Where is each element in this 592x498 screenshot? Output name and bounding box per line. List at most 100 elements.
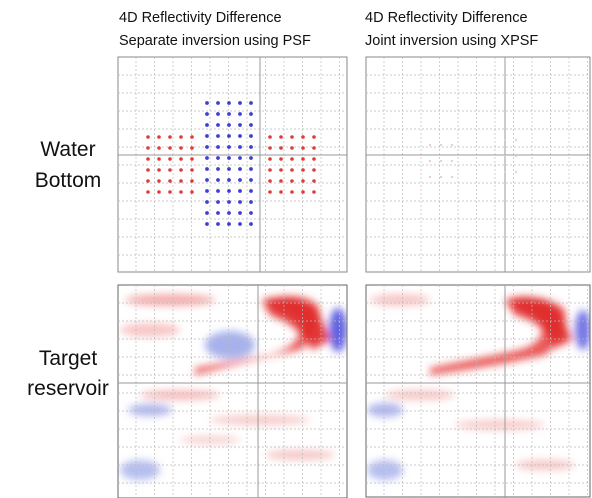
column-subtitle: Joint inversion using XPSF xyxy=(365,33,538,49)
point-scatterer xyxy=(301,190,305,194)
point-scatterer xyxy=(216,189,220,193)
point-scatterer xyxy=(205,167,209,171)
point-scatterer xyxy=(504,139,506,141)
point-scatterer xyxy=(238,222,242,226)
point-scatterer xyxy=(190,190,194,194)
red-anomaly xyxy=(125,294,215,306)
point-scatterer xyxy=(216,211,220,215)
point-scatterer xyxy=(301,168,305,172)
point-scatterer xyxy=(429,176,431,178)
point-scatterer xyxy=(312,179,316,183)
point-scatterer xyxy=(238,200,242,204)
point-scatterer xyxy=(451,144,453,146)
point-scatterer xyxy=(312,168,316,172)
point-scatterer xyxy=(515,155,517,157)
point-scatterer xyxy=(515,171,517,173)
point-scatterer xyxy=(238,145,242,149)
point-scatterer xyxy=(451,160,453,162)
point-scatterer xyxy=(504,155,506,157)
row-label: reservoir xyxy=(27,377,109,400)
point-scatterer xyxy=(440,160,442,162)
point-scatterer xyxy=(179,157,183,161)
point-scatterer xyxy=(290,157,294,161)
point-scatterer xyxy=(249,156,253,160)
point-scatterer xyxy=(227,123,231,127)
point-scatterer xyxy=(216,200,220,204)
point-scatterer xyxy=(157,190,161,194)
point-scatterer xyxy=(312,135,316,139)
point-scatterer xyxy=(238,123,242,127)
point-scatterer xyxy=(190,157,194,161)
point-scatterer xyxy=(238,189,242,193)
point-scatterer xyxy=(290,168,294,172)
point-scatterer xyxy=(515,139,517,141)
column-title: 4D Reflectivity Difference xyxy=(119,10,282,26)
point-scatterer xyxy=(227,200,231,204)
point-scatterer xyxy=(268,157,272,161)
red-anomaly xyxy=(455,420,545,430)
point-scatterer xyxy=(168,146,172,150)
point-scatterer xyxy=(216,101,220,105)
point-scatterer xyxy=(146,146,150,150)
point-scatterer xyxy=(216,123,220,127)
point-scatterer xyxy=(205,178,209,182)
point-scatterer xyxy=(227,211,231,215)
point-scatterer xyxy=(238,178,242,182)
point-scatterer xyxy=(268,190,272,194)
point-scatterer xyxy=(249,123,253,127)
point-scatterer xyxy=(190,146,194,150)
point-scatterer xyxy=(312,190,316,194)
column-subtitle: Separate inversion using PSF xyxy=(119,33,311,49)
point-scatterer xyxy=(249,222,253,226)
point-scatterer xyxy=(216,222,220,226)
point-scatterer xyxy=(205,156,209,160)
red-anomaly xyxy=(385,390,455,400)
point-scatterer xyxy=(279,146,283,150)
point-scatterer xyxy=(279,190,283,194)
point-scatterer xyxy=(216,167,220,171)
point-scatterer xyxy=(157,168,161,172)
point-scatterer xyxy=(312,146,316,150)
point-scatterer xyxy=(179,168,183,172)
point-scatterer xyxy=(205,112,209,116)
point-scatterer xyxy=(179,179,183,183)
point-scatterer xyxy=(146,157,150,161)
point-scatterer xyxy=(146,179,150,183)
point-scatterer xyxy=(301,179,305,183)
red-anomaly xyxy=(140,390,220,400)
point-scatterer xyxy=(429,160,431,162)
point-scatterer xyxy=(168,179,172,183)
point-scatterer xyxy=(179,135,183,139)
point-scatterer xyxy=(290,146,294,150)
point-scatterer xyxy=(238,134,242,138)
point-scatterer xyxy=(216,156,220,160)
point-scatterer xyxy=(205,211,209,215)
blue-anomaly xyxy=(367,403,403,417)
point-scatterer xyxy=(249,134,253,138)
point-scatterer xyxy=(440,176,442,178)
point-scatterer xyxy=(216,178,220,182)
point-scatterer xyxy=(227,156,231,160)
column-title: 4D Reflectivity Difference xyxy=(365,10,528,26)
point-scatterer xyxy=(168,168,172,172)
point-scatterer xyxy=(216,112,220,116)
point-scatterer xyxy=(168,157,172,161)
point-scatterer xyxy=(440,144,442,146)
point-scatterer xyxy=(238,156,242,160)
point-scatterer xyxy=(238,112,242,116)
point-scatterer xyxy=(249,112,253,116)
point-scatterer xyxy=(312,157,316,161)
point-scatterer xyxy=(205,145,209,149)
point-scatterer xyxy=(301,146,305,150)
row-label: Bottom xyxy=(35,169,102,192)
point-scatterer xyxy=(249,178,253,182)
point-scatterer xyxy=(190,179,194,183)
point-scatterer xyxy=(190,168,194,172)
point-scatterer xyxy=(279,157,283,161)
point-scatterer xyxy=(205,189,209,193)
panel-frame xyxy=(366,57,590,272)
point-scatterer xyxy=(279,168,283,172)
point-scatterer xyxy=(227,145,231,149)
point-scatterer xyxy=(249,167,253,171)
seismic-image xyxy=(366,285,591,498)
